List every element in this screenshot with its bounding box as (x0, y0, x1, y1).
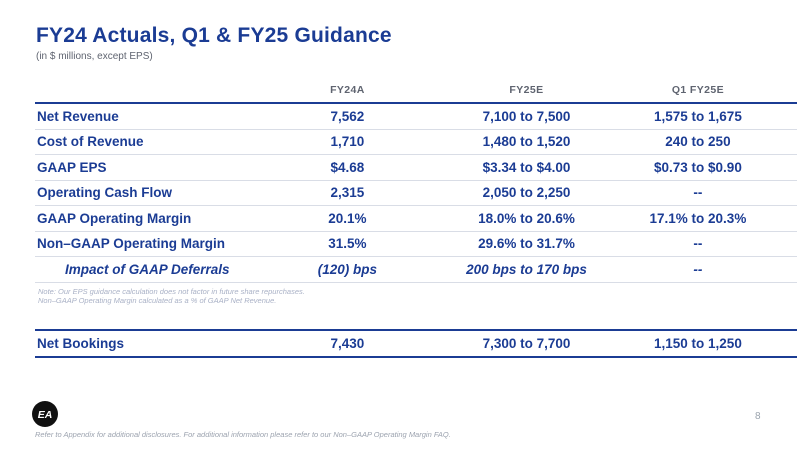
row-label: GAAP EPS (35, 154, 241, 181)
cell-q1fy25e: 1,575 to 1,675 (598, 103, 797, 130)
cell-fy24a: (120) bps (240, 256, 455, 283)
ea-logo-icon: EA (32, 401, 58, 427)
cell-fy24a: 31.5% (240, 231, 455, 257)
table-row-gaap-operating-margin: GAAP Operating Margin 20.1% 18.0% to 20.… (35, 205, 797, 232)
cell-fy25e: 2,050 to 2,250 (454, 180, 599, 206)
header-spacer (35, 84, 241, 104)
ea-logo-svg: EA (32, 401, 58, 427)
row-label: Net Revenue (35, 103, 241, 130)
footnote-line-1: Note: Our EPS guidance calculation does … (38, 287, 305, 296)
row-label: Cost of Revenue (35, 129, 241, 155)
table-row-cost-of-revenue: Cost of Revenue 1,710 1,480 to 1,520 240… (35, 129, 797, 155)
cell-fy24a: 7,562 (240, 103, 455, 130)
row-label: GAAP Operating Margin (35, 205, 241, 232)
row-label: Net Bookings (37, 336, 125, 351)
cell-fy25e: 1,480 to 1,520 (454, 129, 599, 155)
column-header-fy25e: FY25E (454, 84, 599, 104)
table-row-net-revenue: Net Revenue 7,562 7,100 to 7,500 1,575 t… (35, 103, 797, 130)
cell-fy25e: $3.34 to $4.00 (454, 154, 599, 181)
cell-q1fy25e: 1,150 to 1,250 (654, 336, 742, 351)
table-row-non-gaap-operating-margin: Non–GAAP Operating Margin 31.5% 29.6% to… (35, 231, 797, 257)
cell-fy24a: 7,430 (330, 336, 365, 351)
page-number: 8 (755, 411, 761, 422)
table-row-operating-cash-flow: Operating Cash Flow 2,315 2,050 to 2,250… (35, 180, 797, 206)
footnote-line-2: Non–GAAP Operating Margin calculated as … (38, 296, 277, 305)
ea-logo-letters: EA (38, 409, 53, 421)
cell-q1fy25e: -- (598, 256, 797, 283)
column-header-q1fy25e: Q1 FY25E (598, 84, 797, 104)
footer-disclosure: Refer to Appendix for additional disclos… (35, 430, 451, 439)
cell-fy24a: 2,315 (240, 180, 455, 206)
footnote: Note: Our EPS guidance calculation does … (38, 287, 305, 305)
cell-fy25e: 7,300 to 7,700 (482, 336, 571, 351)
table-row-net-bookings: Net Bookings 7,430 7,300 to 7,700 1,150 … (35, 330, 797, 357)
row-label: Non–GAAP Operating Margin (35, 231, 241, 257)
row-label: Impact of GAAP Deferrals (35, 256, 241, 283)
cell-q1fy25e: 17.1% to 20.3% (598, 205, 797, 232)
cell-fy24a: 1,710 (240, 129, 455, 155)
cell-fy24a: 20.1% (240, 205, 455, 232)
page-title: FY24 Actuals, Q1 & FY25 Guidance (36, 24, 392, 47)
table-row-gaap-eps: GAAP EPS $4.68 $3.34 to $4.00 $0.73 to $… (35, 154, 797, 181)
cell-fy24a: $4.68 (240, 154, 455, 181)
cell-fy25e: 200 bps to 170 bps (454, 256, 599, 283)
cell-fy25e: 18.0% to 20.6% (454, 205, 599, 232)
table-row-impact-of-gaap-deferrals: Impact of GAAP Deferrals (120) bps 200 b… (35, 256, 797, 283)
cell-q1fy25e: 240 to 250 (598, 129, 797, 155)
row-label: Operating Cash Flow (35, 180, 241, 206)
table-header-row: FY24A FY25E Q1 FY25E (35, 84, 797, 104)
page-subtitle: (in $ millions, except EPS) (36, 51, 153, 62)
cell-q1fy25e: -- (598, 180, 797, 206)
cell-fy25e: 7,100 to 7,500 (454, 103, 599, 130)
cell-q1fy25e: $0.73 to $0.90 (598, 154, 797, 181)
net-bookings-table: Net Bookings 7,430 7,300 to 7,700 1,150 … (35, 329, 797, 358)
guidance-table: FY24A FY25E Q1 FY25E Net Revenue 7,562 7… (35, 84, 797, 283)
column-header-fy24a: FY24A (240, 84, 455, 104)
cell-fy25e: 29.6% to 31.7% (454, 231, 599, 257)
cell-q1fy25e: -- (598, 231, 797, 257)
